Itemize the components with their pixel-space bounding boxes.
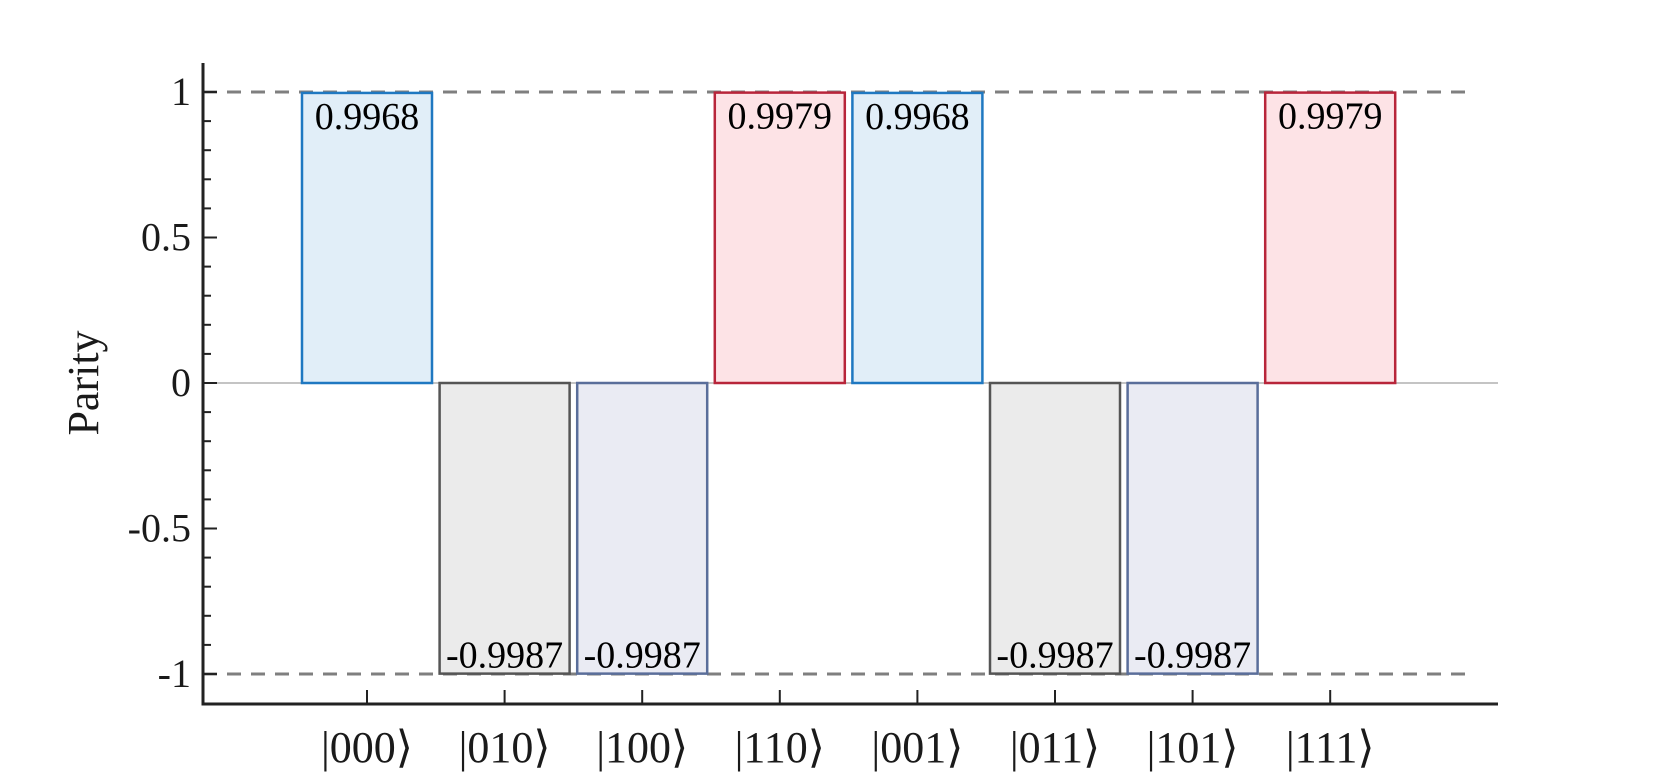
x-ticks: |000⟩ |010⟩ |100⟩ |110⟩ |001⟩ |011⟩ |101⟩ |111⟩ — [321, 690, 1375, 772]
x-tick-label: |000⟩ — [321, 723, 413, 772]
x-tick-label: |111⟩ — [1286, 723, 1375, 772]
data-label-5: -0.9987 — [996, 635, 1113, 677]
bar-5 — [988, 381, 1122, 675]
y-tick-label: -1 — [158, 651, 191, 696]
y-tick-label: 0.5 — [141, 215, 191, 260]
y-ticks: 1 0.5 0 -0.5 -1 — [128, 69, 217, 696]
data-label-7: 0.9979 — [1278, 96, 1383, 138]
y-tick-label: 1 — [171, 69, 191, 114]
y-axis-title: Parity — [59, 330, 108, 435]
bar-0 — [300, 91, 434, 385]
x-tick-label: |101⟩ — [1147, 723, 1239, 772]
x-tick-label: |100⟩ — [596, 723, 688, 772]
data-label-1: -0.9987 — [446, 635, 563, 677]
data-label-6: -0.9987 — [1134, 635, 1251, 677]
bar-4 — [851, 91, 984, 385]
bar-2 — [575, 381, 709, 675]
bar-6 — [1126, 381, 1259, 675]
data-label-0: 0.9968 — [315, 96, 420, 138]
data-label-3: 0.9979 — [728, 96, 833, 138]
bars — [300, 91, 1397, 675]
bar-7 — [1263, 91, 1397, 385]
x-tick-label: |110⟩ — [735, 723, 825, 772]
y-tick-label: 0 — [171, 360, 191, 405]
bar-3 — [713, 91, 847, 385]
bar-1 — [438, 381, 571, 675]
data-label-4: 0.9968 — [865, 96, 970, 138]
x-tick-label: |010⟩ — [459, 723, 551, 772]
x-tick-label: |011⟩ — [1010, 723, 1100, 772]
data-label-2: -0.9987 — [584, 635, 701, 677]
y-tick-label: -0.5 — [128, 506, 191, 551]
x-tick-label: |001⟩ — [871, 723, 963, 772]
